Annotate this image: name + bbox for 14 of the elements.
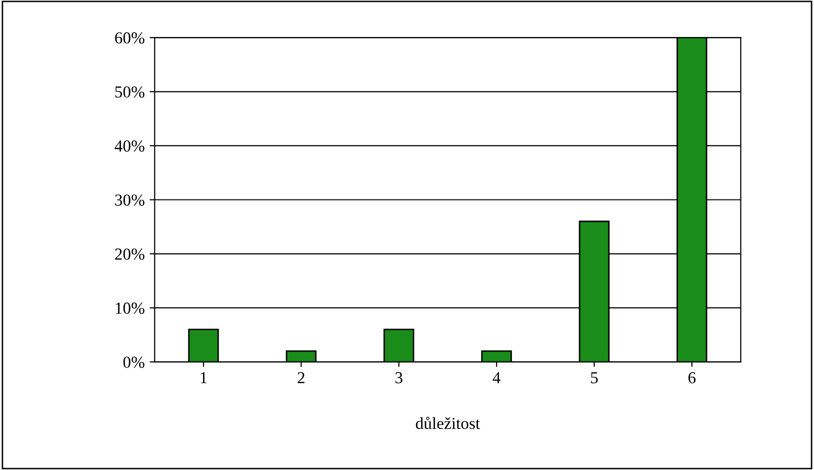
- y-tick-label: 60%: [115, 32, 144, 44]
- x-tick-label: 2: [298, 372, 304, 384]
- x-tick-label: 1: [200, 372, 207, 384]
- x-tick-label: 3: [395, 372, 402, 384]
- y-tick-label: 0%: [123, 356, 144, 368]
- y-tick-label: 10%: [116, 302, 144, 314]
- x-tick-label: 5: [591, 372, 598, 384]
- y-tick-label: 30%: [115, 194, 144, 206]
- x-tick-label: 6: [688, 372, 696, 384]
- y-tick-label: 50%: [115, 86, 144, 98]
- y-tick-label: 40%: [114, 140, 144, 152]
- x-axis-title: důležitost: [416, 416, 480, 430]
- x-tick-label: 4: [492, 372, 500, 384]
- y-tick-label: 20%: [115, 248, 144, 260]
